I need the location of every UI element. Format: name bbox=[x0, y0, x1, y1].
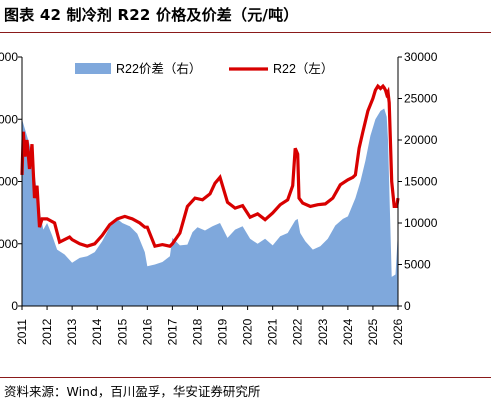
source-rule bbox=[0, 377, 491, 378]
series-area-r22-spread bbox=[22, 108, 398, 306]
source-note: 资料来源：Wind，百川盈孚，华安证券研究所 bbox=[4, 384, 261, 399]
legend-area-label: R22价差（右） bbox=[116, 61, 201, 76]
axes-layer: 3000025000200001500010000500000000000000… bbox=[0, 50, 438, 345]
left-tick-label: 0 bbox=[11, 299, 18, 313]
line-layer bbox=[20, 83, 400, 249]
series-line-r22 bbox=[20, 83, 400, 249]
x-tick-label: 2012 bbox=[40, 318, 54, 345]
right-tick-label: 15000 bbox=[404, 175, 438, 189]
left-tick-label: 000 bbox=[0, 175, 18, 189]
title-rule bbox=[0, 32, 491, 33]
right-tick-label: 10000 bbox=[404, 216, 438, 230]
x-tick-label: 2024 bbox=[341, 318, 355, 345]
x-tick-label: 2014 bbox=[90, 318, 104, 345]
x-tick-label: 2018 bbox=[190, 318, 204, 345]
left-tick-label: 000 bbox=[0, 50, 18, 64]
x-tick-label: 2011 bbox=[15, 319, 29, 345]
legend-line-label: R22（左） bbox=[273, 61, 333, 76]
figure-title: 图表 42 制冷剂 R22 价格及价差（元/吨） bbox=[4, 6, 299, 24]
x-tick-label: 2017 bbox=[165, 318, 179, 345]
x-tick-label: 2025 bbox=[366, 318, 380, 345]
right-tick-label: 25000 bbox=[404, 92, 438, 106]
right-tick-label: 5000 bbox=[404, 258, 431, 272]
area-layer bbox=[22, 108, 398, 306]
chart-plot: 3000025000200001500010000500000000000000… bbox=[0, 50, 438, 345]
x-tick-label: 2016 bbox=[140, 318, 154, 345]
right-tick-label: 20000 bbox=[404, 133, 438, 147]
left-tick-label: 000 bbox=[0, 237, 18, 251]
x-tick-label: 2026 bbox=[391, 318, 405, 345]
right-tick-label: 30000 bbox=[404, 50, 438, 64]
x-tick-label: 2013 bbox=[65, 318, 79, 345]
legend: R22价差（右） R22（左） bbox=[75, 61, 333, 76]
right-tick-label: 0 bbox=[404, 299, 411, 313]
x-tick-label: 2019 bbox=[216, 318, 230, 345]
x-tick-label: 2015 bbox=[115, 318, 129, 345]
x-tick-label: 2023 bbox=[316, 318, 330, 345]
x-tick-label: 2022 bbox=[291, 318, 305, 345]
x-tick-label: 2020 bbox=[241, 318, 255, 345]
left-tick-label: 000 bbox=[0, 112, 18, 126]
legend-area-swatch bbox=[75, 63, 111, 74]
x-tick-label: 2021 bbox=[266, 318, 280, 345]
